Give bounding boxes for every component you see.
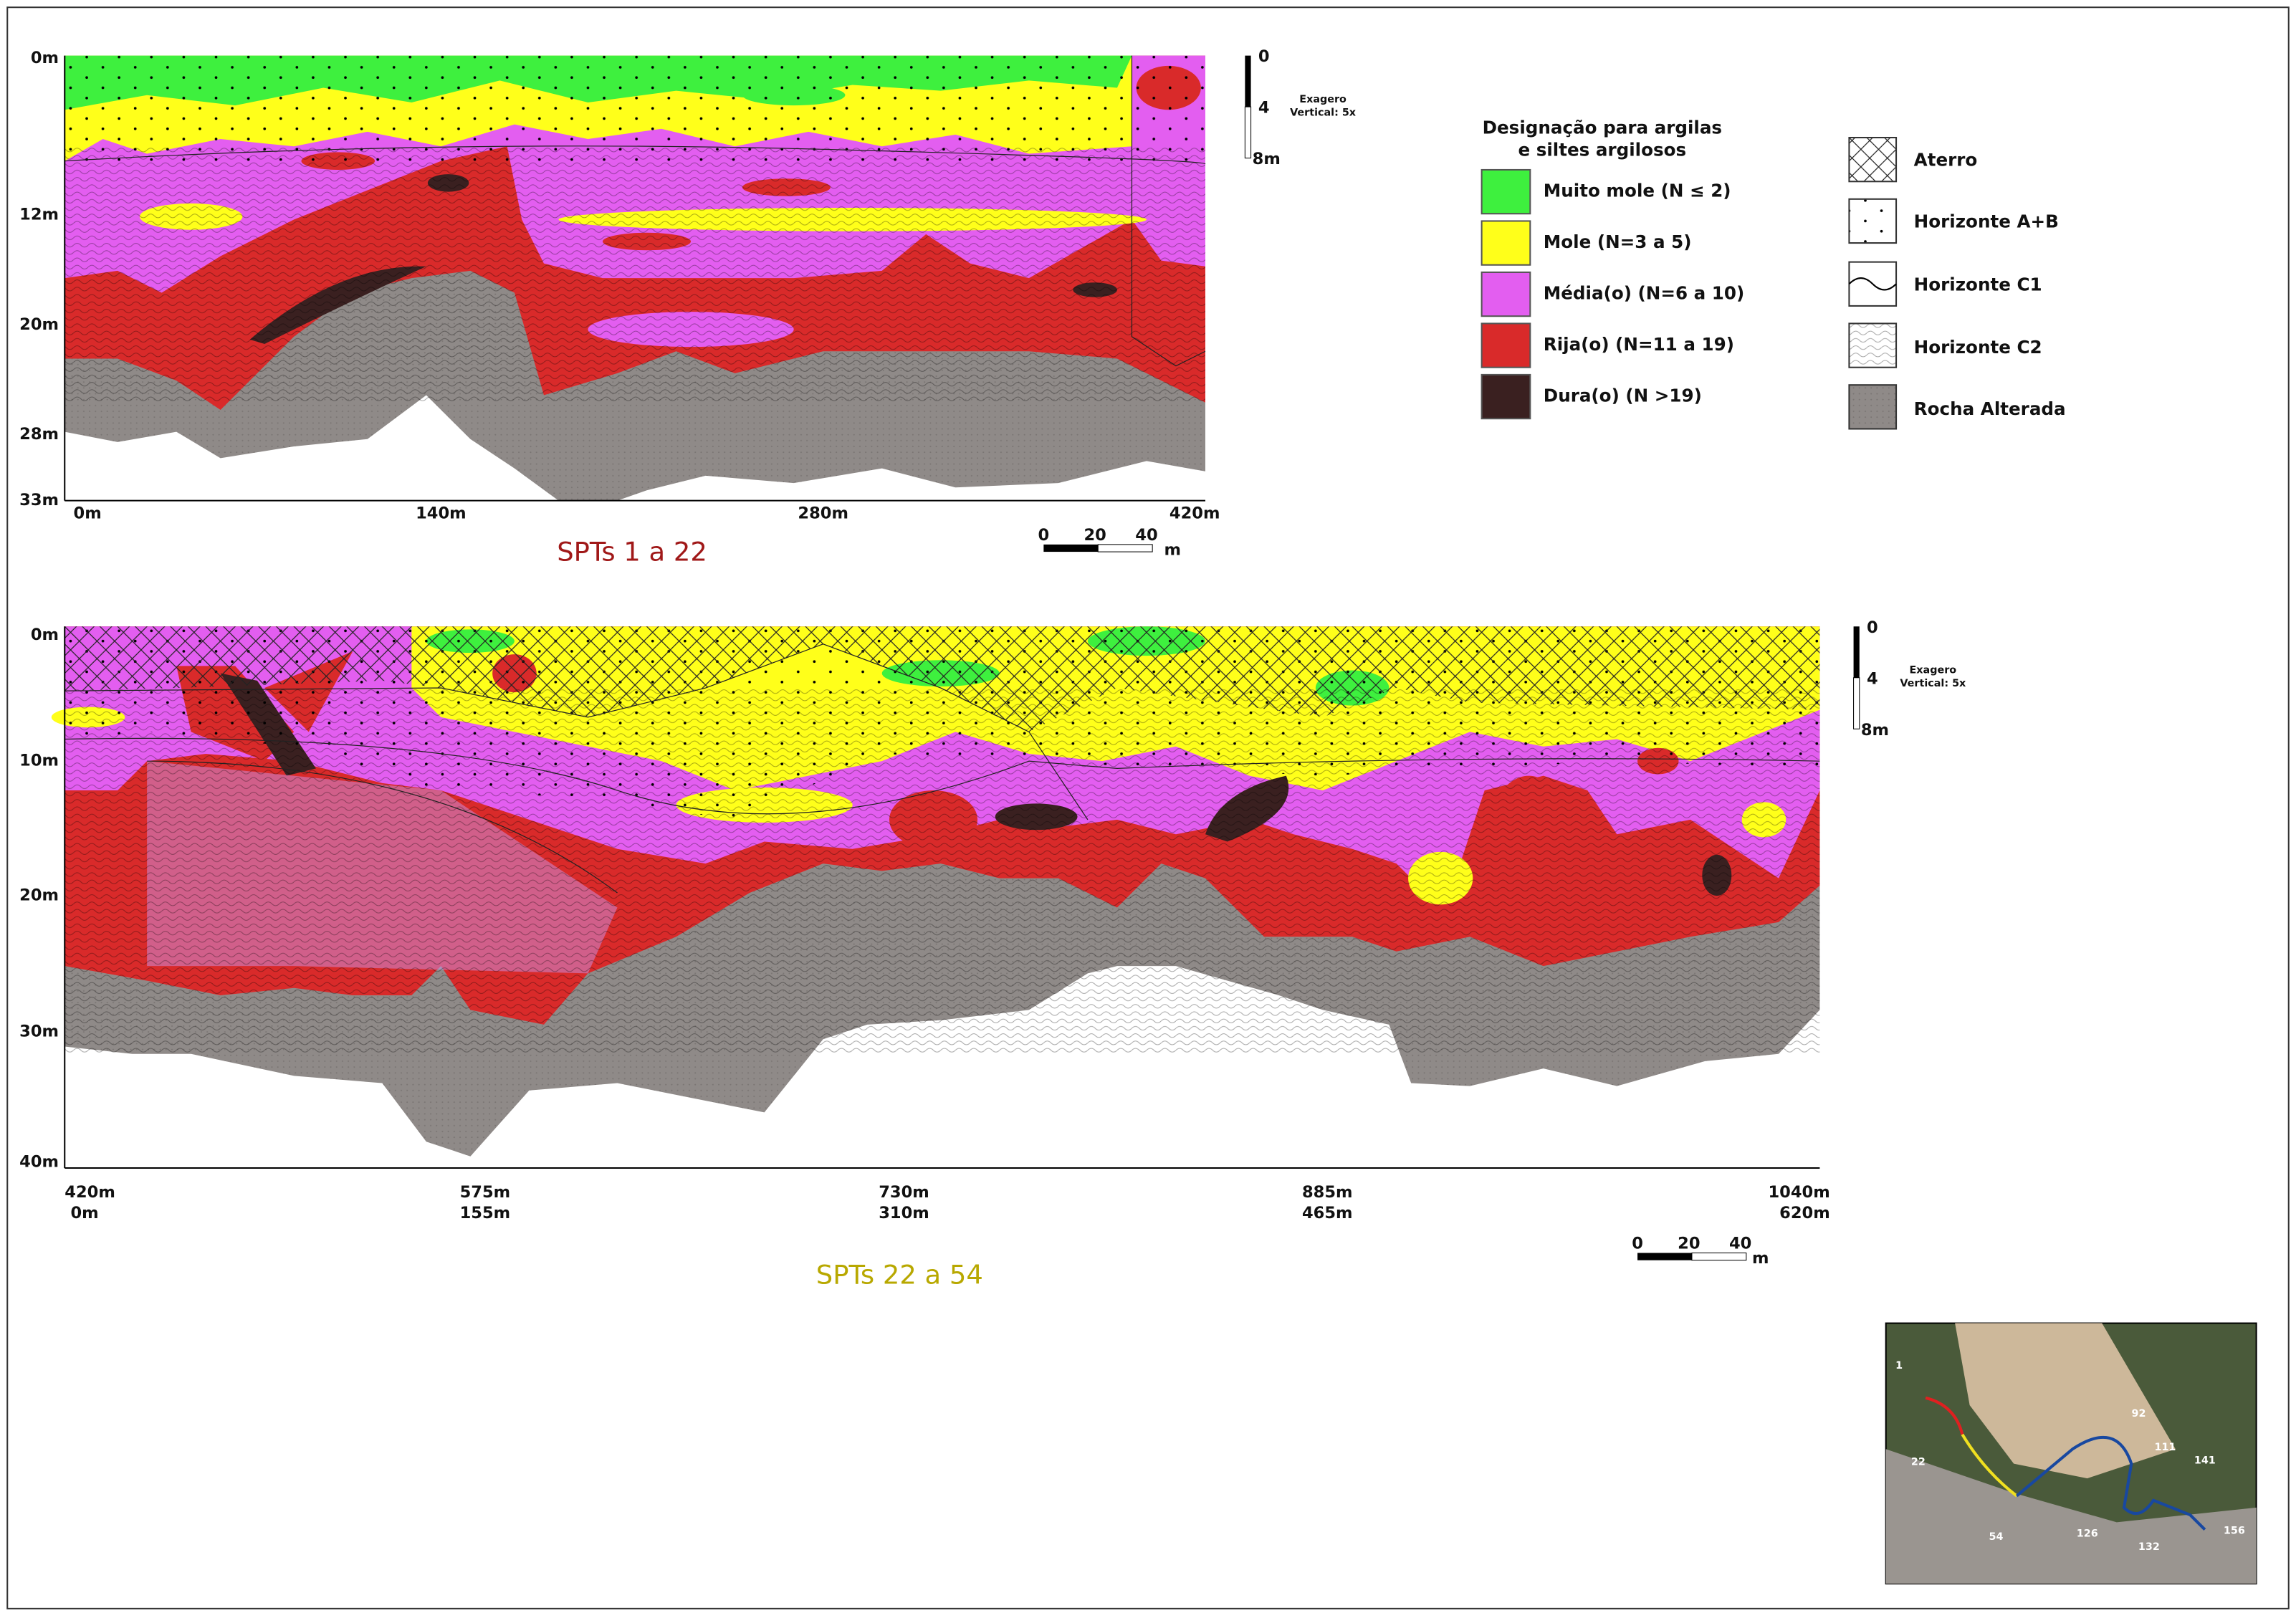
label: 141 — [2194, 1455, 2216, 1467]
label: e siltes argilosos — [1518, 139, 1686, 160]
swatch — [1849, 385, 1896, 429]
label: 620m — [1779, 1204, 1830, 1222]
label: 111 — [2154, 1442, 2176, 1453]
label: 20m — [19, 315, 59, 334]
hscale-bar — [1637, 1253, 1692, 1260]
label: 8m — [1861, 721, 1889, 740]
label: 730m — [879, 1183, 929, 1202]
vscale-bar — [1245, 107, 1250, 158]
label: Horizonte A+B — [1914, 211, 2059, 232]
label: 0 — [1038, 526, 1050, 545]
label: Mole (N=3 a 5) — [1544, 231, 1692, 252]
label: Exagero — [1910, 665, 1957, 676]
label: 420m — [64, 1183, 115, 1202]
label: 0 — [1632, 1235, 1643, 1253]
section-1 — [64, 56, 1250, 552]
label: Aterro — [1914, 150, 1978, 171]
label: 4 — [1258, 99, 1270, 118]
label: 1040m — [1769, 1183, 1830, 1202]
label: 280m — [798, 504, 848, 522]
label: 22 — [1911, 1457, 1926, 1468]
label: 155m — [460, 1204, 511, 1222]
label: 12m — [19, 206, 59, 224]
label: 310m — [879, 1204, 929, 1222]
label: Muito mole (N ≤ 2) — [1544, 181, 1731, 201]
label: 20m — [19, 886, 59, 905]
label: 40m — [19, 1152, 59, 1171]
label: 0m — [31, 626, 59, 644]
label: Dura(o) (N >19) — [1544, 386, 1702, 406]
label: 0m — [70, 1204, 98, 1222]
swatch — [1482, 221, 1531, 264]
label: 575m — [460, 1183, 511, 1202]
c2-hatch — [64, 146, 1205, 402]
hscale-bar — [1098, 545, 1152, 552]
swatch — [1482, 272, 1531, 316]
label: Designação para argilas — [1483, 118, 1722, 138]
label: SPTs 22 a 54 — [816, 1260, 983, 1291]
label: 54 — [1989, 1531, 2004, 1543]
label: 140m — [416, 504, 467, 522]
swatch — [1849, 199, 1896, 243]
figure: 0m12m20m28m33m0m140m280m420mSPTs 1 a 220… — [0, 0, 2296, 1613]
swatch — [1482, 170, 1531, 214]
label: 420m — [1169, 504, 1220, 522]
label: 132 — [2138, 1541, 2160, 1553]
label: 0m — [74, 504, 102, 522]
label: 8m — [1253, 150, 1281, 168]
section-2 — [52, 626, 1860, 1260]
label: Vertical: 5x — [1290, 107, 1357, 118]
label: 885m — [1302, 1183, 1353, 1202]
location-map — [1886, 1324, 2257, 1584]
swatch — [1482, 323, 1531, 367]
label: Horizonte C2 — [1914, 337, 2042, 358]
label: Rocha Alterada — [1914, 398, 2066, 419]
label: 126 — [2077, 1528, 2098, 1540]
label: Rija(o) (N=11 a 19) — [1544, 334, 1734, 355]
vscale-bar — [1854, 678, 1860, 729]
vscale-bar — [1245, 56, 1250, 107]
label: Exagero — [1299, 94, 1346, 105]
label: m — [1752, 1249, 1769, 1268]
label: Horizonte C1 — [1914, 274, 2042, 295]
label: 20 — [1678, 1235, 1700, 1253]
ab-dots — [64, 56, 1205, 164]
label: Média(o) (N=6 a 10) — [1544, 283, 1745, 304]
label: 30m — [19, 1023, 59, 1041]
label: m — [1164, 541, 1182, 560]
label: Vertical: 5x — [1900, 678, 1966, 689]
label: 28m — [19, 425, 59, 444]
label: 40 — [1729, 1235, 1751, 1253]
label: 20 — [1084, 526, 1106, 545]
label: 10m — [19, 752, 59, 770]
label: SPTs 1 a 22 — [557, 537, 707, 568]
swatch — [1849, 138, 1896, 181]
label: 156 — [2224, 1526, 2245, 1537]
swatch — [1849, 323, 1896, 367]
vscale-bar — [1854, 626, 1860, 677]
label: 4 — [1867, 669, 1878, 688]
hscale-bar — [1692, 1253, 1746, 1260]
label: 0m — [31, 49, 59, 67]
label: 40 — [1135, 526, 1157, 545]
label: 0 — [1258, 47, 1270, 66]
hscale-bar — [1043, 545, 1098, 552]
label: 33m — [19, 491, 59, 509]
label: 1 — [1895, 1360, 1903, 1372]
label: 0 — [1867, 618, 1878, 637]
label: 92 — [2132, 1408, 2146, 1420]
swatch — [1482, 375, 1531, 418]
label: 465m — [1302, 1204, 1353, 1222]
